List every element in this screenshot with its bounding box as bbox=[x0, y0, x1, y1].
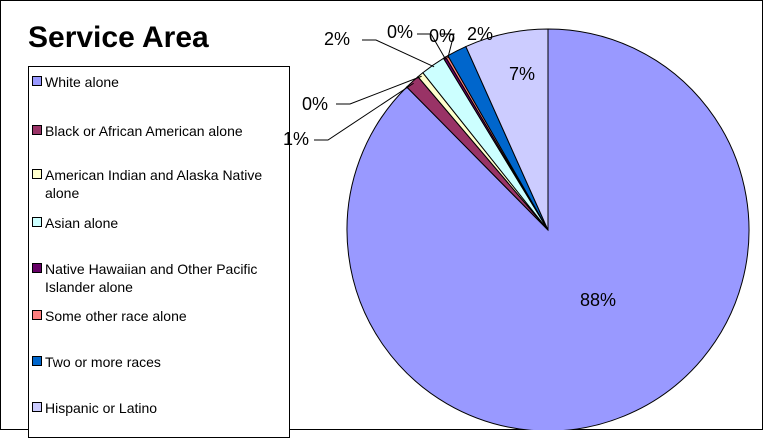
legend-item: Native Hawaiian and Other Pacific Island… bbox=[32, 260, 282, 296]
legend-item: American Indian and Alaska Native alone bbox=[32, 166, 282, 202]
legend-swatch bbox=[32, 76, 42, 86]
legend-swatch bbox=[32, 169, 42, 179]
legend-item: Some other race alone bbox=[32, 307, 282, 325]
legend-swatch bbox=[32, 356, 42, 366]
leader-line bbox=[314, 82, 414, 141]
data-label: 0% bbox=[302, 94, 328, 114]
legend-label: Two or more races bbox=[45, 354, 161, 370]
data-label: 0% bbox=[387, 22, 413, 42]
legend-item: Two or more races bbox=[32, 353, 282, 371]
legend-swatch bbox=[32, 125, 42, 135]
data-label: 1% bbox=[283, 129, 309, 149]
pie-slice bbox=[465, 28, 549, 231]
legend-item: Black or African American alone bbox=[32, 122, 282, 140]
data-label: 0% bbox=[429, 26, 455, 46]
legend-swatch bbox=[32, 310, 42, 320]
legend-item: Asian alone bbox=[32, 214, 282, 232]
leader-line bbox=[336, 75, 422, 105]
legend-swatch bbox=[32, 263, 42, 273]
legend-label: Native Hawaiian and Other Pacific Island… bbox=[45, 261, 258, 295]
legend-label: Some other race alone bbox=[45, 308, 187, 324]
leader-line bbox=[440, 33, 455, 59]
legend-swatch bbox=[32, 402, 42, 412]
leader-line bbox=[362, 39, 435, 68]
data-label: 2% bbox=[324, 29, 350, 49]
legend-label: Hispanic or Latino bbox=[45, 400, 158, 416]
legend-label: Black or African American alone bbox=[45, 123, 243, 139]
legend-label: White alone bbox=[45, 74, 119, 90]
data-label: 88% bbox=[580, 290, 616, 310]
legend-item: White alone bbox=[32, 73, 282, 91]
legend-swatch bbox=[32, 217, 42, 227]
data-label: 2% bbox=[467, 24, 493, 44]
leader-line bbox=[417, 33, 447, 60]
legend-label: Asian alone bbox=[45, 215, 119, 231]
legend-label: American Indian and Alaska Native alone bbox=[45, 167, 263, 201]
chart-title: Service Area bbox=[28, 21, 209, 54]
legend-item: Hispanic or Latino bbox=[32, 399, 282, 417]
data-label: 7% bbox=[509, 64, 535, 84]
